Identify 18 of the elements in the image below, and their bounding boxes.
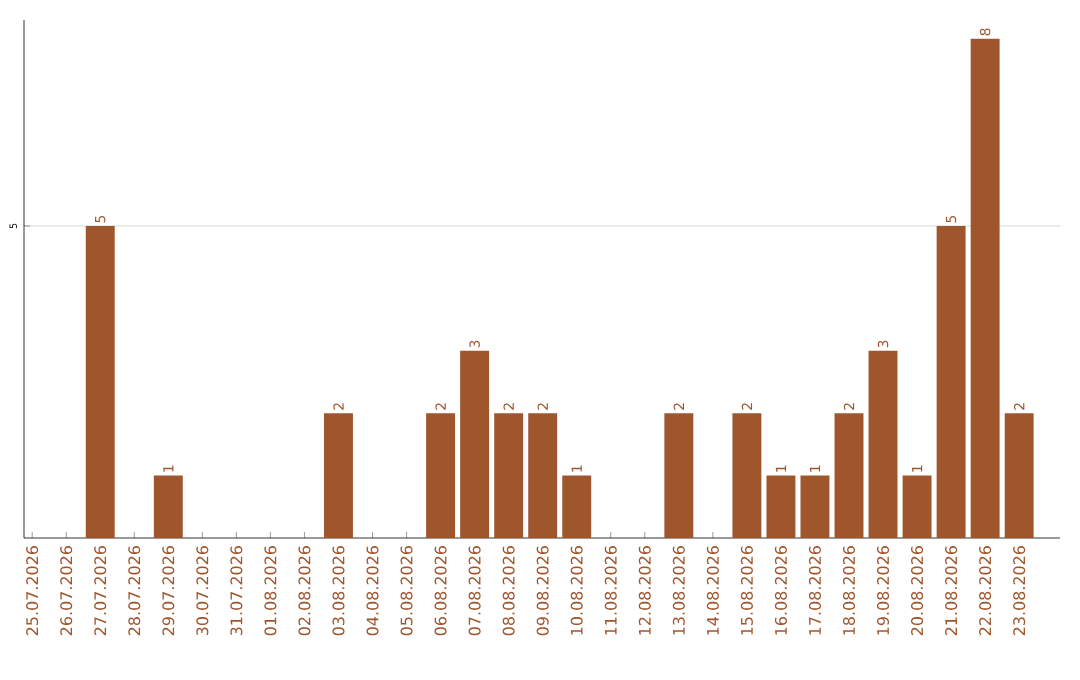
bar bbox=[732, 413, 762, 538]
bar bbox=[834, 413, 864, 538]
bar bbox=[528, 413, 558, 538]
bar bbox=[460, 350, 490, 538]
bar bbox=[494, 413, 524, 538]
bar bbox=[868, 350, 898, 538]
bar bbox=[426, 413, 456, 538]
bar bbox=[153, 475, 183, 538]
bar bbox=[766, 475, 796, 538]
bar bbox=[902, 475, 932, 538]
bar bbox=[1004, 413, 1034, 538]
bar bbox=[664, 413, 694, 538]
bar bbox=[562, 475, 592, 538]
bar bbox=[800, 475, 830, 538]
bar bbox=[936, 225, 966, 538]
bar bbox=[85, 225, 115, 538]
bar bbox=[324, 413, 353, 538]
bar bbox=[970, 38, 1000, 538]
